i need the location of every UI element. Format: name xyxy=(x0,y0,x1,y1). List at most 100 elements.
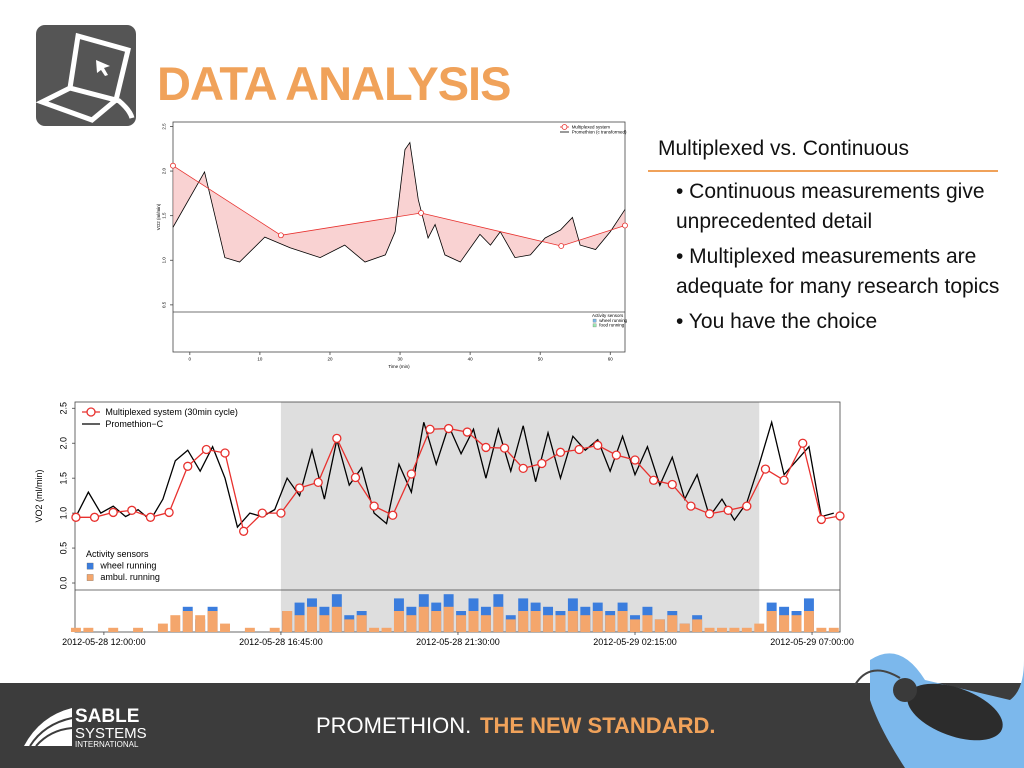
bullet-list: • Continuous measurements give unprecede… xyxy=(676,177,1006,342)
footer-band xyxy=(0,683,1024,768)
activity-bar xyxy=(83,627,94,632)
series-marker xyxy=(798,438,808,448)
activity-bar xyxy=(269,627,280,632)
series-marker xyxy=(593,440,603,450)
x-tick-label: 50 xyxy=(538,357,544,362)
x-tick-label: 2012-05-28 21:30:00 xyxy=(416,637,500,647)
bullet-heading: Multiplexed vs. Continuous xyxy=(658,137,909,160)
legend-label: Promethion−C xyxy=(105,419,163,429)
logo-line: SABLE xyxy=(75,706,139,727)
series-marker xyxy=(611,450,622,460)
series-marker xyxy=(779,475,789,485)
activity-bar xyxy=(244,627,255,632)
series-marker xyxy=(462,427,472,437)
x-tick-label: 10 xyxy=(257,357,263,362)
activity-bar xyxy=(654,619,665,632)
dark-period xyxy=(280,402,760,632)
y-tick-label: 2.0 xyxy=(58,437,68,450)
legend-marker xyxy=(561,124,568,130)
series-marker xyxy=(558,243,565,249)
activity-bar xyxy=(803,611,814,632)
activity-bar xyxy=(182,611,193,632)
x-tick-label: 0 xyxy=(189,357,192,362)
y-tick-label: 2.0 xyxy=(162,167,167,174)
heading-rule xyxy=(648,170,998,172)
activity-bar xyxy=(195,615,206,632)
activity-bar xyxy=(431,611,442,632)
series-marker xyxy=(257,508,267,518)
slide-title: DATA ANALYSIS xyxy=(157,57,511,110)
activity-bar xyxy=(381,627,392,632)
series-marker xyxy=(555,447,566,457)
x-tick-label: 40 xyxy=(468,357,474,362)
activity-bar xyxy=(505,619,516,632)
tagline-bold: THE NEW STANDARD. xyxy=(480,713,715,738)
activity-bar xyxy=(207,611,218,632)
activity-bar xyxy=(456,615,467,632)
activity-bar xyxy=(580,615,591,632)
series-marker xyxy=(108,507,118,518)
y-tick-label: 2.5 xyxy=(162,123,167,130)
series-marker xyxy=(127,505,137,515)
series-marker xyxy=(667,479,677,490)
activity-bar xyxy=(530,611,541,632)
activity-bar xyxy=(592,611,603,632)
x-tick-label: 30 xyxy=(398,357,404,362)
activity-bar xyxy=(418,606,429,632)
series-marker xyxy=(406,469,417,479)
logo-stripes xyxy=(29,717,73,747)
x-tick-label: 20 xyxy=(327,357,333,362)
series-line xyxy=(75,419,834,529)
activity-bar xyxy=(667,615,678,632)
activity-bar xyxy=(70,627,81,632)
series-marker xyxy=(723,505,733,515)
series-marker xyxy=(443,423,454,434)
activity-bar xyxy=(679,623,690,632)
activity-bar xyxy=(369,627,380,632)
x-tick-label: 2012-05-28 12:00:00 xyxy=(62,637,146,647)
activity-bar xyxy=(294,615,305,632)
series-marker xyxy=(201,444,212,455)
bullet: • Continuous measurements give unprecede… xyxy=(676,180,985,233)
activity-bar xyxy=(307,606,317,632)
series-marker xyxy=(294,483,305,493)
activity-bar xyxy=(468,611,479,632)
series-marker xyxy=(574,444,584,455)
activity-bar xyxy=(344,619,355,632)
activity-bar xyxy=(406,615,417,632)
activity-bar xyxy=(480,615,491,632)
y-tick-label: 0.0 xyxy=(58,577,68,590)
activity-bar xyxy=(133,627,144,632)
activity-bar xyxy=(605,615,616,632)
bullet: • Multiplexed measurements are adequate … xyxy=(676,245,1000,298)
plot-frame xyxy=(172,121,626,353)
activity-bar xyxy=(617,611,628,632)
series-marker xyxy=(418,210,424,216)
activity-bar xyxy=(828,627,839,632)
series-marker xyxy=(537,458,547,469)
activity-bar xyxy=(282,611,293,632)
series-marker xyxy=(518,463,528,474)
series-marker xyxy=(89,512,100,522)
y-tick-label: 2.5 xyxy=(58,402,68,415)
activity-bar xyxy=(555,615,566,632)
series-marker xyxy=(239,526,249,536)
activity-bar xyxy=(157,623,168,632)
activity-bar xyxy=(766,611,777,632)
x-tick-label: 2012-05-28 16:45:00 xyxy=(239,637,323,647)
tagline-light: PROMETHION. xyxy=(316,713,471,738)
legend-swatch xyxy=(86,574,94,581)
series-marker xyxy=(164,507,174,518)
activity-bar xyxy=(630,619,640,632)
series-marker xyxy=(332,433,342,443)
activity-bar xyxy=(543,615,554,632)
series-marker xyxy=(170,162,176,169)
series-marker xyxy=(313,477,323,488)
x-tick-label: 2012-05-29 07:00:00 xyxy=(770,637,854,647)
legend-label: Multiplexed system (30min cycle) xyxy=(105,407,238,417)
legend-marker xyxy=(86,407,96,417)
activity-bar xyxy=(717,627,727,632)
activity-bar xyxy=(692,619,703,632)
activity-bar xyxy=(729,627,740,632)
